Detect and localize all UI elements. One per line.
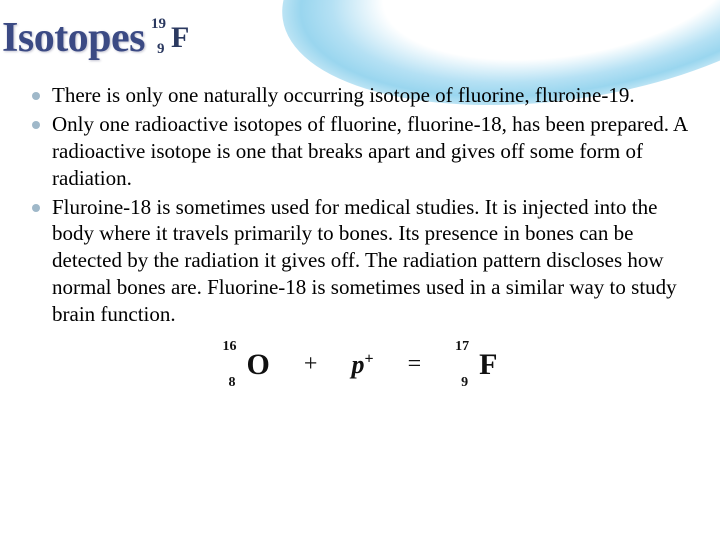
header-isotope-atomic: 9 <box>157 42 165 57</box>
nuclear-equation: 16 8 O + p+ = 17 9 F <box>0 350 720 380</box>
bullet-list: There is only one naturally occurring is… <box>0 62 720 328</box>
equation-reactant-oxygen: 16 8 O <box>223 350 270 380</box>
proton-charge: + <box>364 350 373 367</box>
equals-sign: = <box>408 351 422 378</box>
plus-sign: + <box>304 351 318 378</box>
list-item: Fluroine-18 is sometimes used for medica… <box>32 194 690 328</box>
header-isotope-mass: 19 <box>151 17 166 32</box>
title-row: Isotopes 19 9 F <box>0 0 720 62</box>
proton-symbol: p <box>351 350 364 379</box>
list-item: Only one radioactive isotopes of fluorin… <box>32 111 690 192</box>
header-isotope-element: F <box>171 21 189 54</box>
header-isotope-symbol: 19 9 F <box>171 23 189 53</box>
fluorine-symbol: F <box>479 348 497 381</box>
fluorine-atomic: 9 <box>461 376 468 390</box>
page-title: Isotopes <box>2 14 145 62</box>
equation-proton: p+ <box>351 350 373 380</box>
list-item: There is only one naturally occurring is… <box>32 82 690 109</box>
equation-product-fluorine: 17 9 F <box>455 350 497 380</box>
fluorine-mass: 17 <box>455 340 469 354</box>
oxygen-symbol: O <box>247 348 270 381</box>
oxygen-atomic: 8 <box>229 376 236 390</box>
oxygen-mass: 16 <box>223 340 237 354</box>
